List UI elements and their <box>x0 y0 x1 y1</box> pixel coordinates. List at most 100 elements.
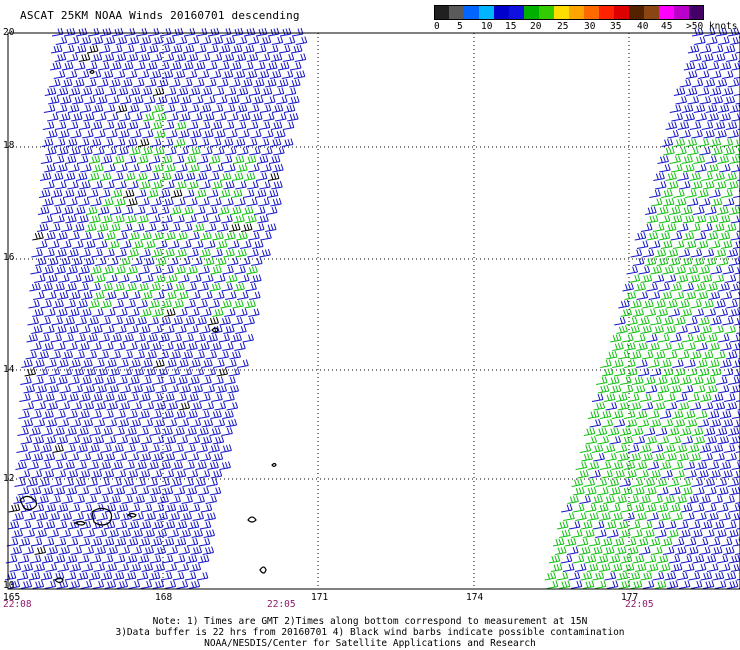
wind-barb <box>674 197 687 207</box>
wind-barb <box>646 231 659 241</box>
wind-barb <box>225 359 237 368</box>
wind-barb <box>54 469 67 479</box>
wind-barb <box>169 61 182 71</box>
lat-label-16: 16 <box>3 252 15 263</box>
wind-barb <box>106 129 118 139</box>
wind-barb <box>175 248 187 258</box>
wind-barb <box>137 282 149 292</box>
wind-barb <box>184 299 196 309</box>
wind-barb <box>175 452 188 462</box>
wind-barb <box>88 299 100 309</box>
wind-barb <box>673 418 686 428</box>
wind-barb <box>58 546 71 555</box>
wind-barb <box>267 172 280 181</box>
wind-barb <box>684 537 697 547</box>
wind-barb <box>621 384 634 394</box>
wind-barb <box>193 206 206 215</box>
wind-barb <box>135 27 148 37</box>
wind-barb <box>627 444 640 453</box>
wind-barb <box>650 265 663 275</box>
wind-barb <box>147 461 159 470</box>
wind-barb <box>84 95 96 105</box>
wind-barb <box>47 529 60 538</box>
wind-barb <box>680 376 692 385</box>
wind-barb <box>188 87 201 96</box>
wind-barb <box>102 265 114 275</box>
wind-barb <box>564 537 577 547</box>
wind-barb <box>639 546 651 555</box>
wind-barb <box>657 503 669 513</box>
wind-barb <box>220 299 232 309</box>
wind-barb <box>70 401 83 411</box>
wind-barb <box>733 368 740 377</box>
wind-barb <box>672 359 684 368</box>
wind-barb <box>112 155 125 164</box>
wind-barb <box>611 512 623 521</box>
wind-barb <box>246 53 259 62</box>
wind-barb <box>616 520 629 530</box>
wind-barb <box>673 87 686 96</box>
wind-barb <box>135 461 147 470</box>
wind-barb <box>149 70 162 79</box>
wind-barb <box>59 529 72 538</box>
wind-barb <box>640 520 653 530</box>
wind-barb <box>99 316 111 326</box>
wind-barb <box>165 359 177 368</box>
wind-barb <box>163 180 175 190</box>
wind-barb <box>227 240 240 249</box>
wind-barb <box>721 469 733 479</box>
wind-barb <box>737 179 740 181</box>
island-outline <box>89 69 95 75</box>
wind-barb <box>732 538 740 547</box>
wind-barb <box>85 350 97 360</box>
wind-barb <box>92 376 104 385</box>
wind-barb <box>573 486 585 496</box>
wind-barb <box>580 520 593 530</box>
wind-barb <box>101 427 113 436</box>
wind-barb <box>134 189 147 198</box>
wind-barb <box>185 282 197 292</box>
wind-barb <box>706 563 719 572</box>
wind-barb <box>719 410 732 419</box>
legend-swatch <box>464 5 480 19</box>
wind-barb <box>134 478 146 487</box>
wind-barb <box>76 571 89 581</box>
wind-barb <box>104 503 117 513</box>
wind-barb <box>201 418 214 428</box>
wind-barb <box>73 61 86 71</box>
wind-barb <box>191 257 203 266</box>
wind-barb <box>120 95 132 105</box>
wind-barb <box>663 393 676 402</box>
wind-barb <box>686 265 699 275</box>
wind-barb <box>156 223 169 232</box>
wind-barb <box>207 316 219 326</box>
wind-barb <box>127 248 139 258</box>
wind-barb <box>571 529 583 538</box>
wind-barb <box>278 44 291 54</box>
wind-barb <box>53 554 66 564</box>
wind-barb <box>226 129 238 139</box>
wind-barb <box>42 469 55 479</box>
wind-barb <box>114 537 127 547</box>
wind-barb <box>726 580 739 589</box>
wind-barb <box>21 563 34 572</box>
wind-barb <box>159 461 171 470</box>
wind-barb <box>697 138 710 147</box>
wind-barb <box>622 563 635 572</box>
wind-barb <box>588 537 601 547</box>
wind-barb <box>20 503 33 513</box>
wind-barb <box>290 44 303 54</box>
wind-barb <box>663 546 675 555</box>
wind-barb <box>140 87 153 96</box>
wind-barb <box>91 325 103 334</box>
wind-barb <box>252 95 264 105</box>
wind-barb <box>187 36 200 45</box>
wind-barb <box>706 282 718 292</box>
wind-barb <box>691 78 704 88</box>
wind-barb <box>180 512 192 521</box>
wind-barb <box>715 427 728 436</box>
wind-barb <box>713 121 726 130</box>
wind-barb <box>75 172 88 181</box>
wind-barb <box>120 223 133 232</box>
wind-barb <box>704 308 717 317</box>
